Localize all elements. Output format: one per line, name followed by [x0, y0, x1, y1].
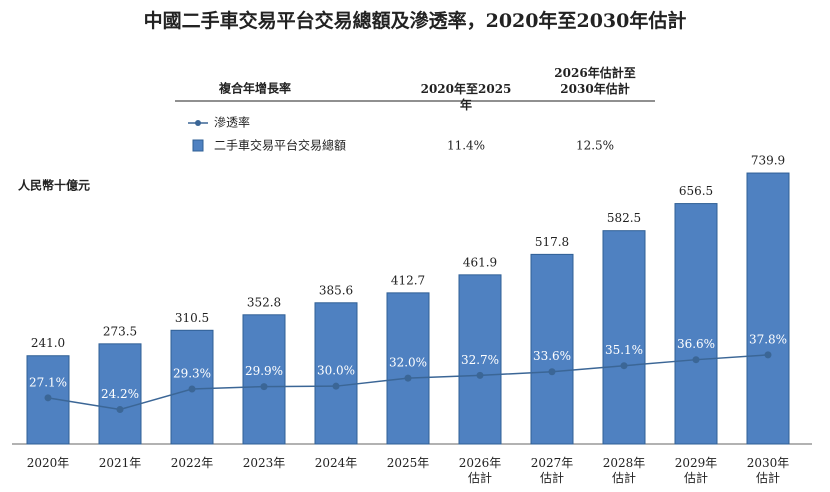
line-marker: [404, 374, 412, 382]
legend-label: 二手車交易平台交易總額: [214, 138, 346, 153]
bar: [98, 343, 142, 445]
x-tick-label: 2027年 估計: [530, 456, 574, 485]
table-column-header: 2020年至2025年: [420, 82, 512, 112]
line-marker: [188, 385, 196, 393]
x-tick-label: 2029年 估計: [674, 456, 718, 485]
x-tick-label: 2030年 估計: [746, 456, 790, 485]
value-label: 29.3%: [173, 366, 211, 380]
bar: [530, 253, 574, 445]
line-marker: [620, 362, 628, 370]
x-tick-label: 2022年: [170, 456, 214, 470]
value-label: 29.9%: [245, 364, 283, 378]
x-tick-label: 2025年: [386, 456, 430, 470]
value-label: 37.8%: [749, 332, 787, 346]
value-label: 35.1%: [605, 343, 643, 357]
line-marker: [692, 356, 700, 364]
value-label: 461.9: [463, 255, 497, 269]
value-label: 27.1%: [29, 375, 67, 389]
bar: [674, 203, 718, 445]
value-label: 241.0: [31, 336, 65, 350]
x-tick-label: 2026年 估計: [458, 456, 502, 485]
value-label: 412.7: [391, 273, 425, 287]
line-marker: [116, 405, 124, 413]
bar: [746, 172, 790, 445]
value-label: 273.5: [103, 324, 137, 338]
legend-label: 滲透率: [214, 115, 250, 130]
x-tick-label: 2023年: [242, 456, 286, 470]
value-label: 517.8: [535, 235, 569, 249]
value-label: 30.0%: [317, 364, 355, 378]
line-marker: [44, 394, 52, 402]
value-label: 739.9: [751, 154, 785, 168]
value-label: 32.7%: [461, 353, 499, 367]
cagr-value: 11.4%: [447, 139, 485, 153]
legend-marker: [195, 120, 201, 126]
x-tick-label: 2020年: [26, 456, 70, 470]
line-marker: [476, 371, 484, 379]
value-label: 32.0%: [389, 356, 427, 370]
bar: [458, 274, 502, 445]
value-label: 385.6: [319, 283, 353, 297]
x-tick-label: 2028年 估計: [602, 456, 646, 485]
table-column-header: 2026年估計至 2030年估計: [554, 66, 636, 96]
table-header: 複合年增長率: [218, 81, 291, 96]
value-label: 310.5: [175, 311, 209, 325]
cagr-value: 12.5%: [576, 139, 614, 153]
line-marker: [764, 351, 772, 359]
chart-title: 中國二手車交易平台交易總額及滲透率，2020年至2030年估計: [144, 9, 687, 32]
bar: [314, 302, 358, 445]
line-marker: [548, 368, 556, 376]
value-label: 582.5: [607, 211, 641, 225]
x-tick-label: 2021年: [98, 456, 142, 470]
bar: [386, 292, 430, 445]
value-label: 656.5: [679, 184, 713, 198]
bar: [242, 314, 286, 445]
line-marker: [260, 383, 268, 391]
legend-swatch: [192, 139, 204, 152]
bar: [602, 230, 646, 445]
y-axis-label: 人民幣十億元: [18, 178, 90, 193]
x-tick-label: 2024年: [314, 456, 358, 470]
value-label: 36.6%: [677, 337, 715, 351]
value-label: 33.6%: [533, 349, 571, 363]
line-marker: [332, 382, 340, 390]
value-label: 352.8: [247, 295, 281, 309]
value-label: 24.2%: [101, 387, 139, 401]
